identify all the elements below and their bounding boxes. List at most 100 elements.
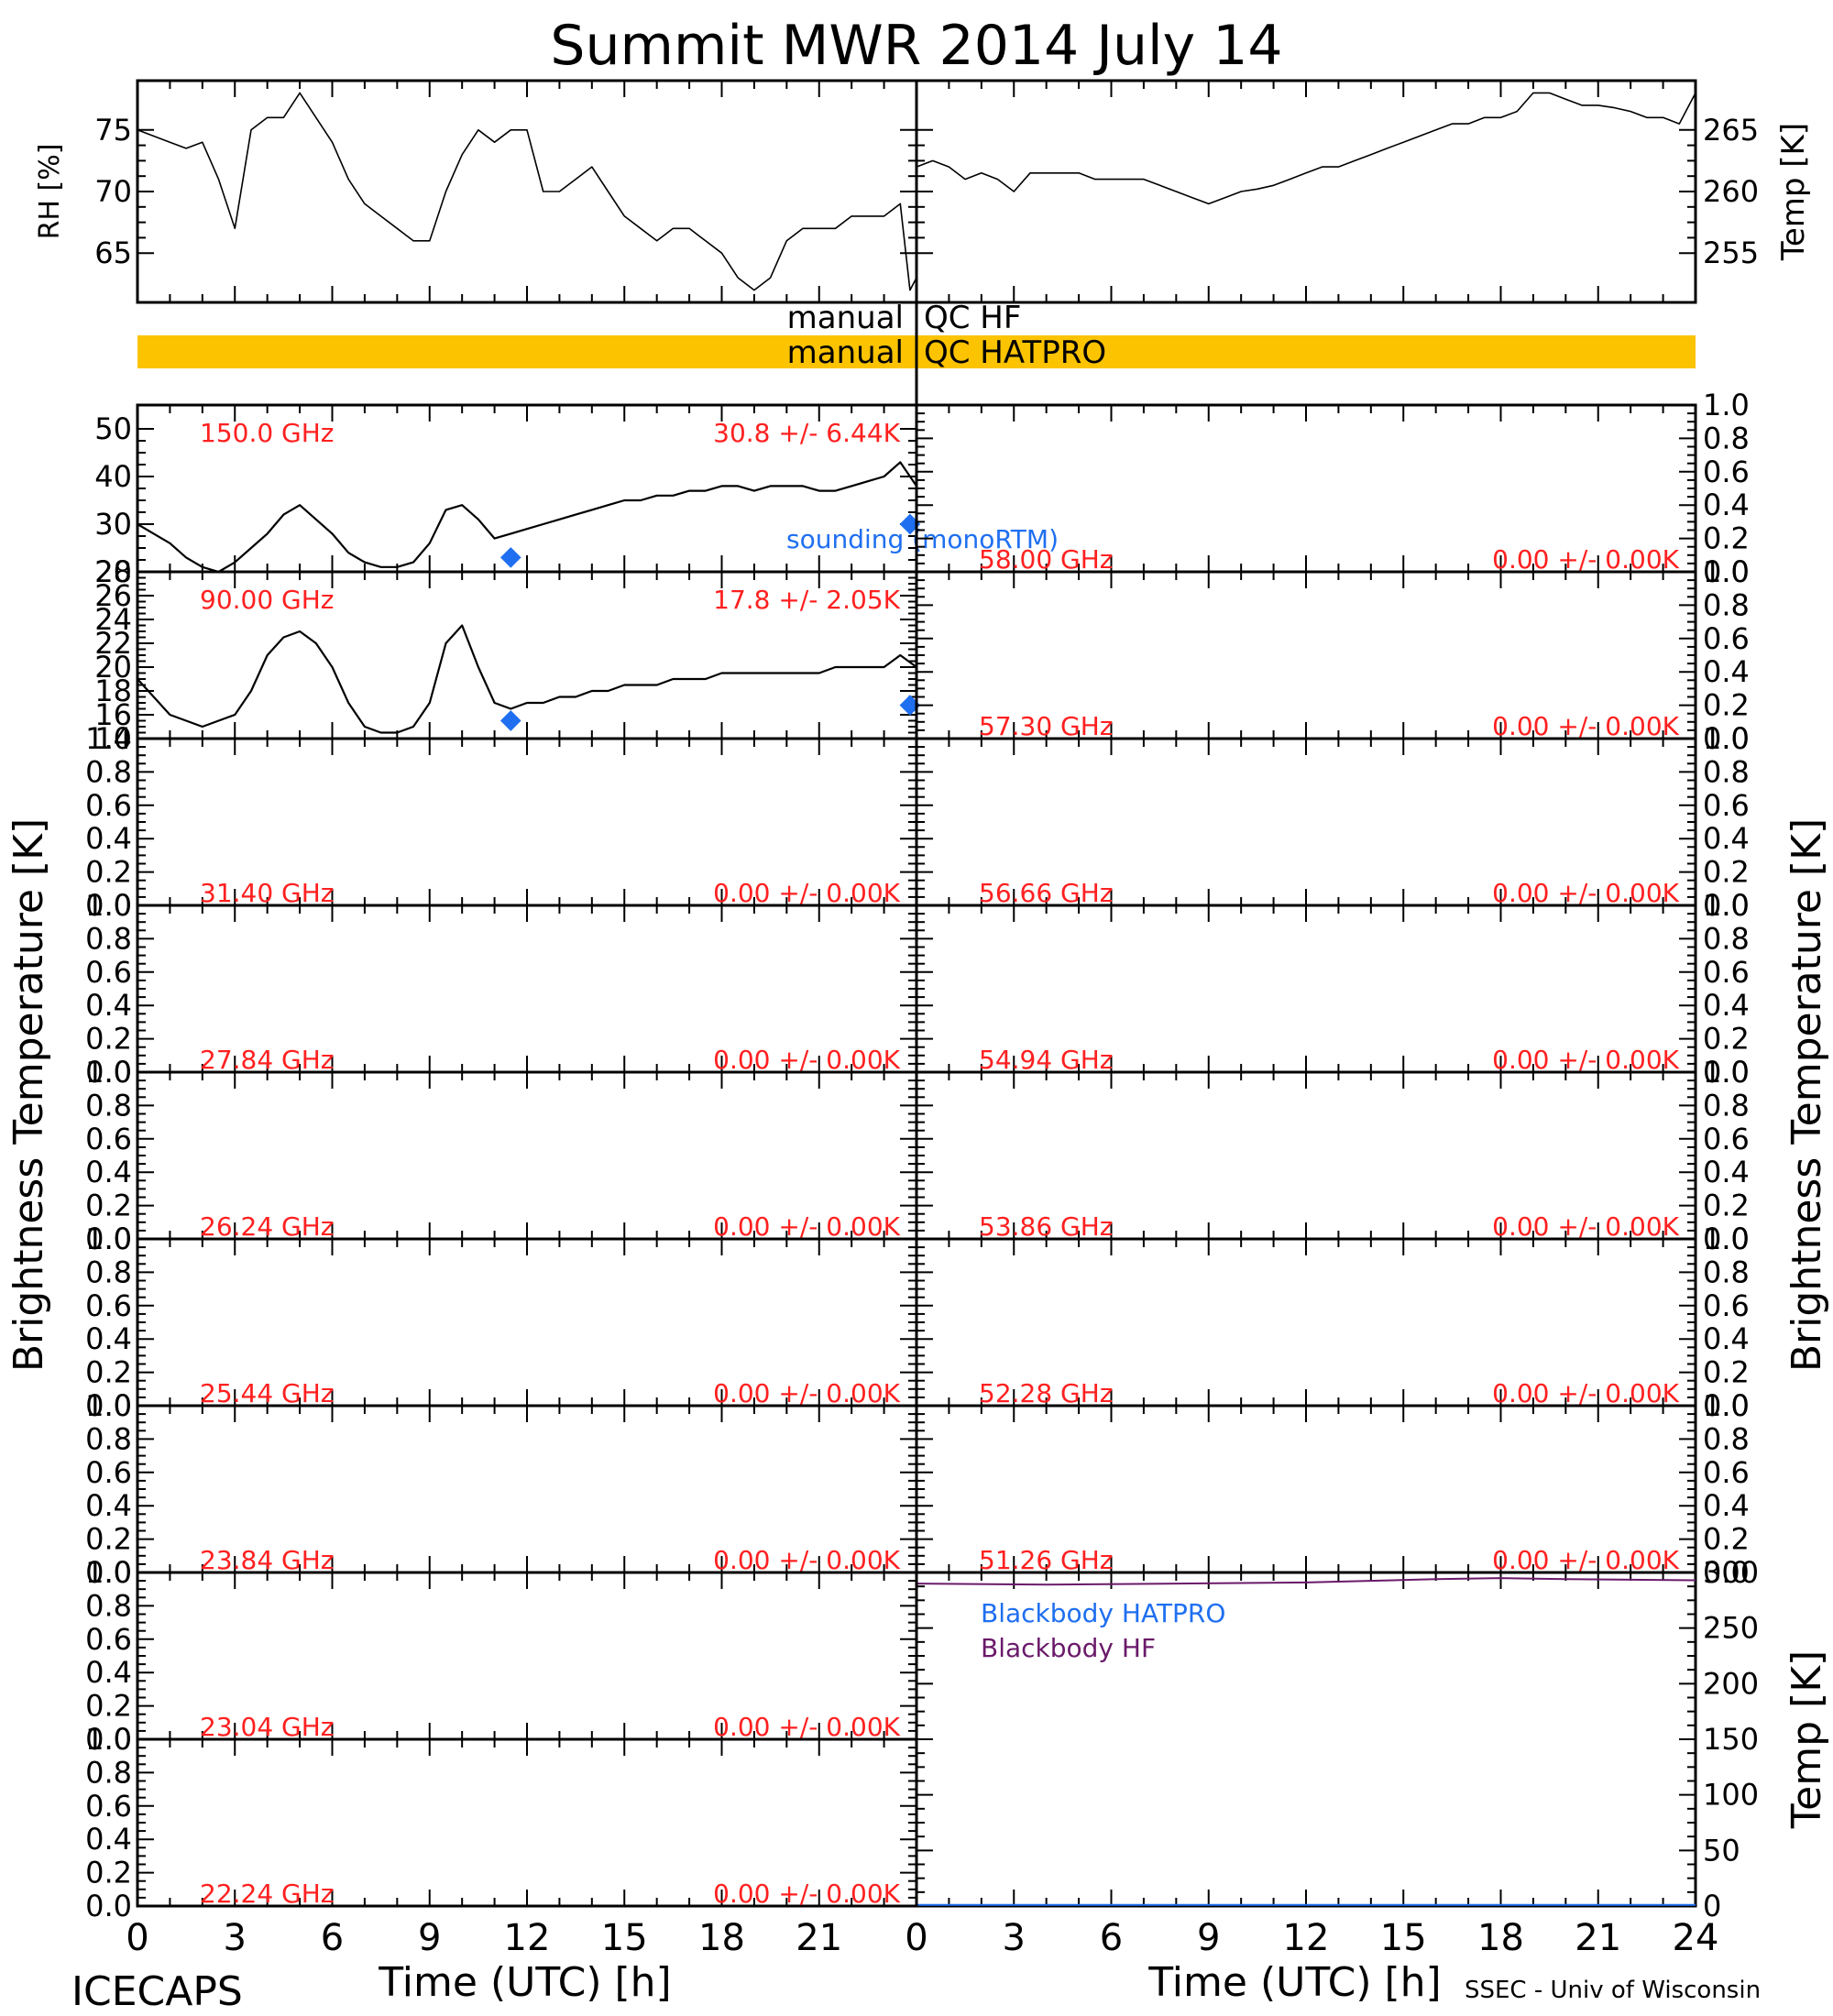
right-panel-4: 0.00.20.40.60.81.053.86 GHz 0.00 +/- 0.00… [915,1055,1750,1256]
qc-hf-label-manual: manual [787,300,904,336]
empty-right-6-tick-label: 0.6 [1703,1455,1750,1490]
x-tick-label-left: 15 [601,1917,648,1959]
empty-right-1-tick-label: 0.2 [1703,688,1750,723]
temp-tick-label: 265 [1703,113,1759,148]
blackbody-tick-label: 50 [1703,1833,1740,1868]
ch1-tick-label: 26 [94,578,132,613]
qc-hatpro-label-manual: manual [787,334,904,371]
empty-left-8-tick-label: 0.4 [85,1822,132,1857]
x-tick-label-left: 18 [698,1917,745,1959]
empty-left-6-tick-label: 1.0 [85,1388,132,1423]
empty-right-4-tick-label: 0.8 [1703,1088,1750,1123]
empty-left-2-tick-label: 0.8 [85,754,132,789]
empty-right-5-tick-label: 0.4 [1703,1321,1750,1356]
empty-right-3-tick-label: 0.6 [1703,955,1750,990]
empty-left-8-tick-label: 0.2 [85,1856,132,1890]
x-tick-label-right: 9 [1197,1917,1220,1959]
empty-right-4-tick-label: 0.4 [1703,1155,1750,1189]
x-tick-label-left: 6 [321,1917,344,1959]
empty-left-7-tick-label: 0.2 [85,1689,132,1724]
x-axis-label-left: Time (UTC) [h] [378,1959,671,2006]
right-0-stats-label: 0.00 +/- 0.00K [1492,544,1679,575]
empty-right-2-tick-label: 0.8 [1703,754,1750,789]
right-panel-1: 0.00.20.40.60.81.057.30 GHz 0.00 +/- 0.00… [915,554,1750,756]
sounding-point [499,547,521,568]
left-panel-4: 0.00.20.40.60.81.026.24 GHz 0.00 +/- 0.00… [85,1055,918,1256]
left-2-stats-label: 0.00 +/- 0.00K [713,878,900,908]
left-7-channel-label: 23.04 GHz [200,1712,335,1742]
left-2-channel-label: 31.40 GHz [200,878,335,908]
right-1-stats-label: 0.00 +/- 0.00K [1492,711,1679,741]
empty-right-1-tick-label: 0.0 [1703,721,1750,756]
right-panel-0: 0.00.20.40.60.81.058.00 GHz 0.00 +/- 0.00… [915,388,1750,589]
x-tick-label-right: 0 [905,1917,927,1959]
x-tick-label-right: 6 [1100,1917,1123,1959]
blackbody-legend-0: Blackbody HATPRO [981,1598,1225,1628]
left-panel-7: 0.00.20.40.60.81.023.04 GHz 0.00 +/- 0.00… [85,1555,918,1757]
empty-right-5-tick-label: 0.0 [1703,1388,1750,1423]
ch0-tick-label: 50 [94,411,132,446]
qc-hatpro-label-name: QC HATPRO [924,334,1106,371]
left-5-stats-label: 0.00 +/- 0.00K [713,1378,900,1408]
empty-left-4-tick-label: 0.8 [85,1088,132,1123]
ch0-tick-label: 20 [94,554,132,589]
right-2-channel-label: 56.66 GHz [979,878,1114,908]
x-tick-label-left: 21 [796,1917,842,1959]
y-axis-label-btemp-left: Brightness Temperature [K] [5,818,52,1372]
empty-right-6-tick-label: 0.0 [1703,1555,1750,1590]
empty-left-5-tick-label: 0.4 [85,1321,132,1356]
temp-line [916,92,1696,205]
x-tick-label-left: 9 [418,1917,441,1959]
empty-right-6-tick-label: 0.8 [1703,1421,1750,1456]
left-5-channel-label: 25.44 GHz [200,1378,335,1408]
empty-left-5-tick-label: 0.6 [85,1288,132,1323]
channel-line-1 [137,624,917,734]
qc-hf-label-name: QC HF [924,300,1021,336]
empty-right-0-tick-label: 0.4 [1703,488,1750,522]
x-tick-label-right: 21 [1575,1917,1621,1959]
left-panel-6: 0.00.20.40.60.81.023.84 GHz 0.00 +/- 0.00… [85,1388,918,1590]
temp-tick-label: 255 [1703,236,1759,270]
right-5-channel-label: 52.28 GHz [979,1378,1114,1408]
x-tick-label-right: 24 [1673,1917,1719,1959]
empty-left-4-tick-label: 1.0 [85,1055,132,1090]
empty-right-1-tick-label: 1.0 [1703,554,1750,589]
left-1-stats-label: 17.8 +/- 2.05K [713,585,900,615]
left-panel-8: 0.00.20.40.60.81.022.24 GHz 0.00 +/- 0.00… [85,1722,918,1923]
rh-tick-label: 75 [94,113,132,148]
empty-left-7-tick-label: 0.0 [85,1722,132,1757]
left-3-channel-label: 27.84 GHz [200,1045,335,1075]
right-panel-6: 0.00.20.40.60.81.051.26 GHz 0.00 +/- 0.00… [915,1388,1750,1590]
empty-left-3-tick-label: 0.0 [85,1055,132,1090]
empty-right-4-tick-label: 1.0 [1703,1055,1750,1090]
rh-tick-label: 65 [94,236,132,270]
blackbody-panel: 0 50 100 150 200 250 300 Blackbody HATPRO Blackb… [915,1555,1830,1923]
left-1-channel-label: 90.00 GHz [200,585,335,615]
left-0-stats-label: 30.8 +/- 6.44K [713,418,900,448]
empty-right-1-tick-label: 0.6 [1703,621,1750,656]
ch1-tick-label: 16 [94,697,132,732]
empty-right-4-tick-label: 0.0 [1703,1222,1750,1256]
empty-left-7-tick-label: 0.4 [85,1655,132,1690]
left-panel-3: 0.00.20.40.60.81.027.84 GHz 0.00 +/- 0.00… [85,888,918,1090]
empty-right-6-tick-label: 0.2 [1703,1522,1750,1557]
empty-right-0-tick-label: 1.0 [1703,388,1750,422]
rh-tick-label: 70 [94,174,132,209]
ch1-tick-label: 20 [94,650,132,685]
x-tick-label-right: 3 [1003,1917,1026,1959]
empty-right-4-tick-label: 0.2 [1703,1189,1750,1223]
empty-left-4-tick-label: 0.2 [85,1189,132,1223]
left-8-channel-label: 22.24 GHz [200,1879,335,1909]
empty-left-6-tick-label: 0.2 [85,1522,132,1557]
empty-left-8-tick-label: 1.0 [85,1722,132,1757]
x-tick-label-right: 18 [1477,1917,1524,1959]
x-axis-label-right: Time (UTC) [h] [1147,1959,1441,2006]
x-tick-labels: 0 0 3 3 6 6 9 9 12 12 15 15 18 18 21 21 24 [126,1917,1718,1959]
left-6-channel-label: 23.84 GHz [200,1545,335,1575]
right-2-stats-label: 0.00 +/- 0.00K [1492,878,1679,908]
empty-left-5-tick-label: 0.0 [85,1388,132,1423]
x-tick-label-right: 15 [1380,1917,1427,1959]
sounding-point [499,710,521,731]
empty-right-5-tick-label: 0.6 [1703,1288,1750,1323]
left-0-channel-label: 150.0 GHz [200,418,335,448]
